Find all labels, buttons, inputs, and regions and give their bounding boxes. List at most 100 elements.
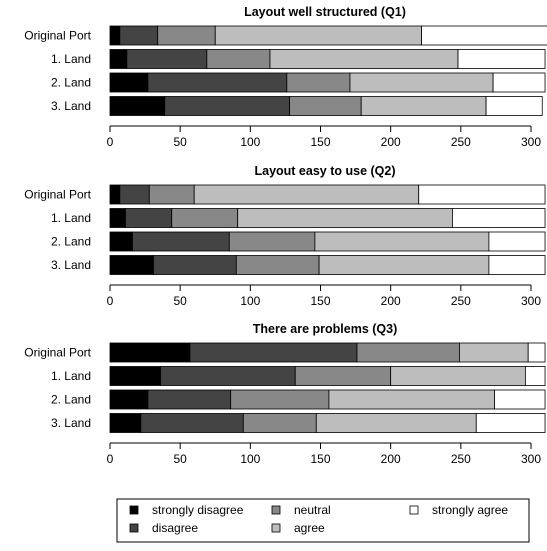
- x-tick-label: 50: [173, 135, 187, 149]
- bar-segment-disagree: [147, 72, 288, 93]
- x-tick-label: 50: [173, 294, 187, 308]
- bar-segment-disagree: [189, 342, 358, 363]
- category-label: 3. Land: [51, 416, 91, 430]
- bar-segment-agree: [360, 96, 487, 116]
- category-label: 3. Land: [51, 258, 91, 272]
- x-tick-label: 150: [310, 452, 330, 466]
- x-tick-label: 300: [521, 452, 541, 466]
- legend-label: agree: [294, 521, 325, 535]
- panel-title: Layout easy to use (Q2): [254, 164, 395, 178]
- legend-label: neutral: [294, 503, 331, 517]
- category-label: 1. Land: [51, 369, 91, 383]
- category-label: 1. Land: [51, 52, 91, 66]
- panel-title: There are problems (Q3): [253, 322, 398, 336]
- x-tick-label: 0: [107, 294, 114, 308]
- bar-segment-strongly-agree: [452, 208, 546, 228]
- x-tick-label: 150: [310, 135, 330, 149]
- x-tick-label: 200: [381, 452, 401, 466]
- bar-segment-strongly-agree: [475, 413, 546, 433]
- legend-swatch-agree: [271, 523, 281, 533]
- category-label: 1. Land: [51, 211, 91, 225]
- bar-segment-neutral: [171, 208, 239, 228]
- bar-segment-strongly-agree: [494, 389, 546, 410]
- bar-segment-disagree: [160, 366, 296, 386]
- bar-segment-strongly-agree: [421, 25, 547, 46]
- bar-segment-strongly-agree: [457, 49, 546, 69]
- bar-segment-strongly-disagree: [109, 184, 121, 205]
- x-tick-label: 0: [107, 452, 114, 466]
- bar-segment-disagree: [125, 208, 173, 228]
- bar-segment-neutral: [356, 342, 460, 363]
- bar-segment-neutral: [235, 255, 320, 275]
- bar-segment-strongly-disagree: [109, 96, 166, 116]
- x-tick-label: 50: [173, 452, 187, 466]
- bar-segment-disagree: [119, 25, 159, 46]
- x-tick-label: 150: [310, 294, 330, 308]
- bar-segment-neutral: [286, 72, 351, 93]
- bar-segment-strongly-agree: [492, 72, 546, 93]
- x-tick-label: 100: [240, 294, 260, 308]
- category-label: 2. Land: [51, 76, 91, 90]
- bar-segment-strongly-agree: [485, 96, 543, 116]
- legend-label: strongly agree: [432, 503, 508, 517]
- bar-segment-neutral: [228, 231, 316, 252]
- bar-segment-neutral: [242, 413, 317, 433]
- bar-segment-strongly-disagree: [109, 255, 154, 275]
- bar-segment-neutral: [157, 25, 216, 46]
- bar-segment-strongly-disagree: [109, 342, 191, 363]
- bar-segment-agree: [315, 413, 477, 433]
- bar-segment-disagree: [147, 389, 232, 410]
- bar-segment-disagree: [153, 255, 237, 275]
- bar-segment-strongly-disagree: [109, 366, 161, 386]
- bar-segment-agree: [237, 208, 453, 228]
- bar-segment-agree: [214, 25, 422, 46]
- legend-box: [116, 498, 530, 543]
- chart-panel-3: There are problems (Q3) Original Port 1. L…: [24, 322, 546, 466]
- bar-segment-strongly-disagree: [109, 49, 128, 69]
- bar-segment-strongly-disagree: [109, 208, 126, 228]
- category-label: 3. Land: [51, 99, 91, 113]
- legend-label: strongly disagree: [152, 503, 244, 517]
- bar-segment-disagree: [164, 96, 291, 116]
- bar-segment-disagree: [140, 413, 244, 433]
- bar-segment-strongly-agree: [488, 255, 546, 275]
- legend-swatch-neutral: [271, 505, 281, 515]
- bar-segment-agree: [193, 184, 420, 205]
- bar-segment-strongly-disagree: [109, 413, 142, 433]
- category-label: Original Port: [24, 188, 91, 202]
- x-tick-label: 200: [381, 294, 401, 308]
- bar-segment-strongly-disagree: [109, 25, 121, 46]
- bar-segment-agree: [390, 366, 526, 386]
- x-tick-label: 100: [240, 452, 260, 466]
- legend-label: disagree: [152, 521, 198, 535]
- category-label: Original Port: [24, 29, 91, 43]
- category-label: 2. Land: [51, 235, 91, 249]
- bar-segment-strongly-disagree: [109, 231, 133, 252]
- bar-segment-agree: [269, 49, 459, 69]
- category-label: 2. Land: [51, 393, 91, 407]
- bar-segment-strongly-agree: [524, 366, 546, 386]
- x-tick-label: 250: [451, 135, 471, 149]
- bar-segment-strongly-agree: [488, 231, 546, 252]
- bar-segment-strongly-agree: [527, 342, 546, 363]
- category-label: Original Port: [24, 346, 91, 360]
- x-tick-label: 250: [451, 294, 471, 308]
- chart-panel-2: Layout easy to use (Q2) Original Port 1. L…: [24, 164, 546, 308]
- bar-segment-neutral: [148, 184, 195, 205]
- bar-segment-agree: [328, 389, 495, 410]
- bar-segment-neutral: [294, 366, 392, 386]
- x-tick-label: 300: [521, 135, 541, 149]
- bar-segment-agree: [459, 342, 529, 363]
- bar-segment-strongly-disagree: [109, 72, 149, 93]
- legend: strongly disagree disagree neutral agree str…: [116, 498, 530, 543]
- bar-segment-agree: [349, 72, 494, 93]
- bar-segment-neutral: [289, 96, 362, 116]
- chart-panel-1: Layout well structured (Q1) Original Port…: [24, 5, 547, 149]
- x-tick-label: 300: [521, 294, 541, 308]
- bar-segment-strongly-disagree: [109, 389, 149, 410]
- bar-segment-agree: [314, 231, 490, 252]
- x-tick-label: 0: [107, 135, 114, 149]
- bar-segment-disagree: [126, 49, 208, 69]
